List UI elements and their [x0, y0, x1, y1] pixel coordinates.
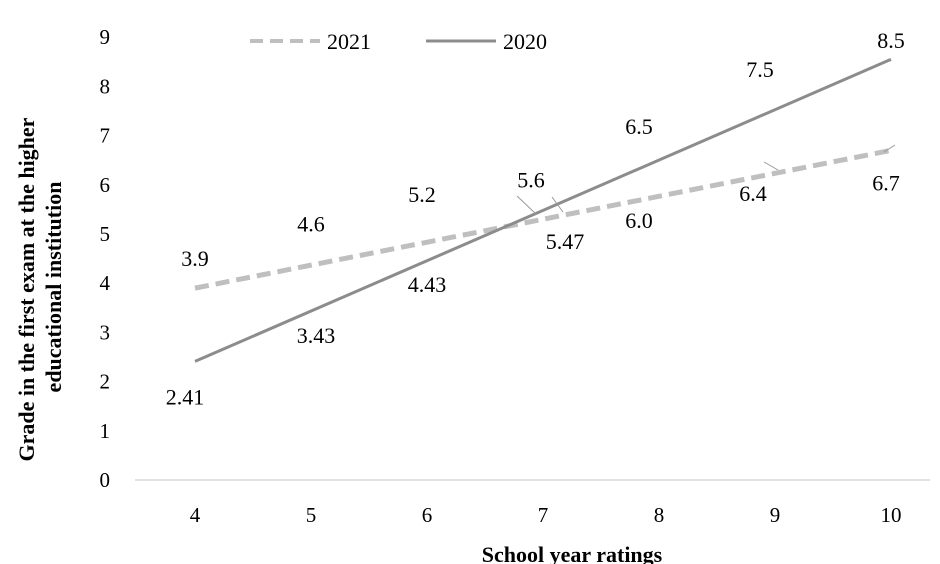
data-label-2021: 5.6	[517, 167, 545, 192]
data-label-2021: 6.7	[872, 170, 900, 195]
leader-line	[883, 144, 896, 153]
y-tick-label: 0	[100, 468, 111, 492]
x-tick-label: 7	[538, 503, 549, 527]
y-tick-label: 6	[100, 173, 111, 197]
y-axis-ticks: 0 1 2 3 4 5 6 7 8 9	[100, 25, 111, 492]
data-label-2020: 6.5	[625, 114, 653, 139]
legend-label-2021: 2021	[327, 29, 371, 54]
x-axis-title: School year ratings	[482, 542, 663, 564]
x-tick-label: 6	[422, 503, 433, 527]
data-label-2021: 6.4	[739, 181, 767, 206]
leader-line	[516, 195, 537, 215]
x-tick-label: 10	[881, 503, 902, 527]
y-tick-label: 1	[100, 419, 111, 443]
data-labels: 3.9 4.6 5.2 5.6 6.0 6.4 6.7 2.41 3.43 4.43 5.47 6.5…	[166, 28, 905, 410]
data-label-2021: 4.6	[297, 212, 325, 237]
y-tick-label: 3	[100, 320, 111, 344]
y-axis-title-line-1: Grade in the first exam at the higher	[14, 117, 39, 461]
x-tick-label: 4	[190, 503, 201, 527]
data-label-2021: 5.2	[408, 182, 436, 207]
y-tick-label: 4	[100, 271, 111, 295]
leader-line	[763, 161, 779, 171]
leader-line	[551, 196, 564, 213]
y-axis-title: Grade in the first exam at the higher ed…	[14, 112, 66, 461]
legend-label-2020: 2020	[503, 29, 547, 54]
data-label-2021: 6.0	[625, 208, 653, 233]
y-tick-label: 7	[100, 124, 111, 148]
x-tick-label: 9	[770, 503, 781, 527]
series-line-2021	[194, 147, 892, 291]
leader-lines	[516, 144, 896, 215]
x-tick-label: 8	[654, 503, 665, 527]
data-label-2020: 8.5	[877, 28, 905, 53]
y-tick-label: 2	[100, 370, 111, 394]
data-label-2020: 2.41	[166, 384, 205, 409]
data-label-2020: 7.5	[746, 57, 774, 82]
y-tick-label: 9	[100, 25, 111, 49]
x-tick-label: 5	[306, 503, 317, 527]
y-axis-title-line-2: educational institution	[41, 182, 66, 393]
y-tick-label: 5	[100, 222, 111, 246]
data-label-2020: 4.43	[408, 272, 447, 297]
data-label-2020: 3.43	[297, 323, 336, 348]
series-lines	[194, 57, 892, 363]
data-label-2020: 5.47	[546, 229, 585, 254]
y-tick-label: 8	[100, 74, 111, 98]
series-line-2020	[194, 57, 892, 363]
data-label-2021: 3.9	[181, 246, 209, 271]
legend: 2021 2020	[250, 29, 547, 54]
x-axis-ticks: 4 5 6 7 8 9 10	[190, 503, 902, 527]
